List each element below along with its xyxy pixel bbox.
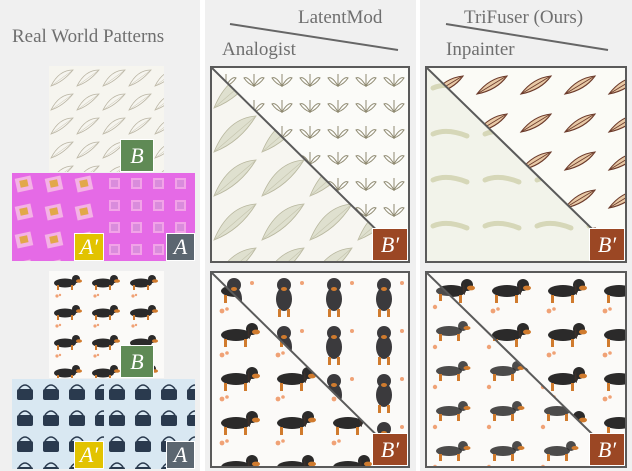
header-real-world-patterns: Real World Patterns: [12, 26, 165, 47]
header-analogist: Analogist: [222, 39, 296, 60]
label-a: A: [166, 233, 195, 261]
label-b-row2: B: [120, 345, 154, 378]
header-inpainter: Inpainter: [446, 39, 515, 60]
pattern-a-prime-handbags: [12, 379, 104, 469]
label-b-prime-trifuser-row1: B′: [589, 228, 625, 261]
header-trifuser: TriFuser (Ours): [464, 7, 584, 28]
result-analogist-latentmod-row2: [210, 271, 410, 468]
result-trifuser-inpainter-row1: [425, 66, 627, 263]
label-b: B: [120, 139, 154, 172]
label-a-row2: A: [166, 441, 195, 469]
header-latentmod: LatentMod: [298, 7, 383, 28]
header-divider-line-left: [229, 23, 609, 51]
pattern-a-handbags: [104, 379, 195, 469]
label-a-prime-row2: A′: [74, 441, 104, 469]
label-b-prime-latentmod-row2: B′: [372, 433, 408, 466]
label-b-prime-latentmod-row1: B′: [372, 228, 408, 261]
label-b-prime-trifuser-row2: B′: [589, 433, 625, 466]
label-a-prime: A′: [74, 233, 104, 261]
